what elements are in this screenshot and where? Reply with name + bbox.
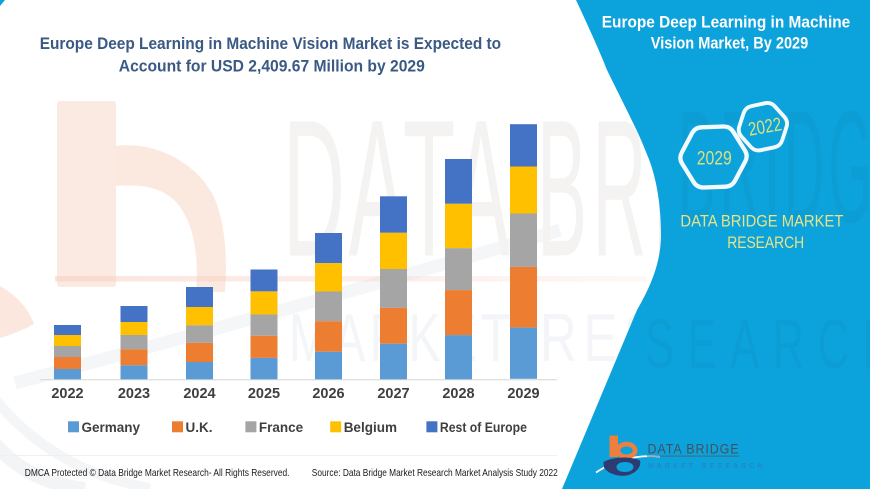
svg-text:2023: 2023	[118, 386, 150, 402]
svg-text:Europe Deep Learning in Machin: Europe Deep Learning in Machine Vision M…	[40, 34, 501, 53]
svg-text:SEARCH: SEARCH	[645, 305, 870, 383]
svg-text:2027: 2027	[377, 386, 409, 402]
svg-text:DMCA Protected © Data Bridge M: DMCA Protected © Data Bridge Market Rese…	[25, 468, 290, 479]
svg-text:2025: 2025	[248, 386, 280, 402]
svg-text:France: France	[259, 420, 304, 435]
svg-text:2028: 2028	[442, 386, 474, 402]
svg-text:2026: 2026	[312, 386, 344, 402]
svg-text:Germany: Germany	[82, 420, 141, 435]
svg-text:RESEARCH: RESEARCH	[727, 234, 804, 252]
svg-text:DATA BRIDGE: DATA BRIDGE	[648, 442, 740, 457]
svg-text:U.K.: U.K.	[186, 420, 213, 435]
svg-text:2022: 2022	[51, 386, 83, 402]
svg-text:2024: 2024	[183, 386, 215, 402]
svg-text:Source: Data Bridge Market Res: Source: Data Bridge Market Research Mark…	[312, 468, 558, 479]
svg-text:DATA BRIDGE MARKET: DATA BRIDGE MARKET	[680, 213, 843, 231]
svg-text:Belgium: Belgium	[344, 420, 397, 435]
svg-text:2029: 2029	[507, 386, 539, 402]
svg-text:Vision Market, By 2029: Vision Market, By 2029	[651, 34, 809, 53]
svg-text:2029: 2029	[697, 148, 732, 170]
svg-text:Rest of Europe: Rest of Europe	[440, 420, 527, 435]
svg-text:MARKET RESEARCH: MARKET RESEARCH	[648, 463, 766, 470]
svg-text:Europe Deep Learning in Machin: Europe Deep Learning in Machine	[602, 12, 851, 31]
svg-text:Account for USD 2,409.67 Milli: Account for USD 2,409.67 Million by 2029	[119, 57, 425, 76]
